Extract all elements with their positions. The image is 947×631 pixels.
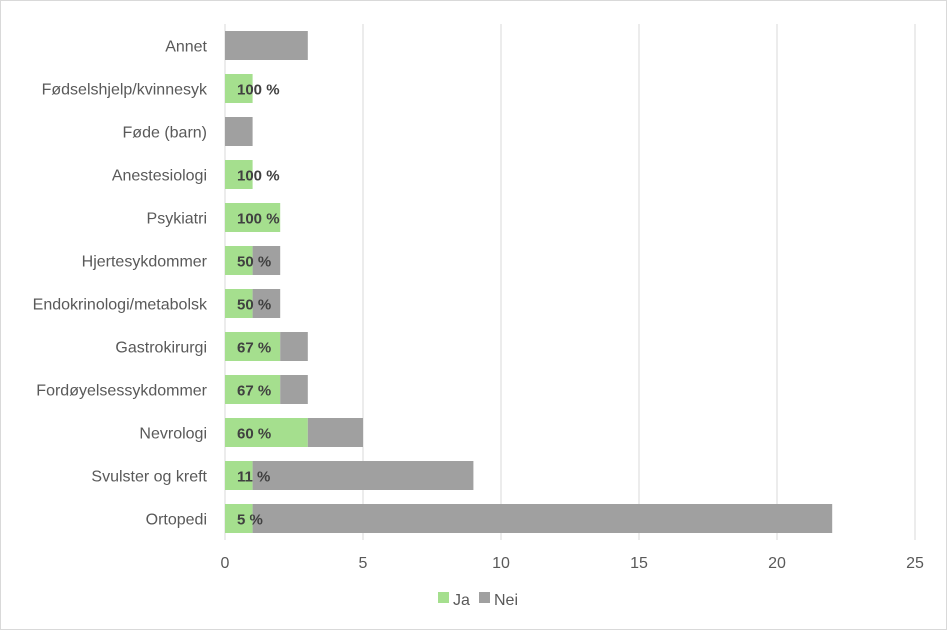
- bar-ja: [225, 332, 281, 361]
- category-label: Føde (barn): [123, 125, 207, 142]
- bar-ja: [225, 418, 308, 447]
- bar-nei: [252, 504, 833, 533]
- category-label: Psykiatri: [147, 211, 207, 228]
- data-label: 11 %: [237, 469, 270, 486]
- bars: [225, 31, 833, 533]
- category-label: Annet: [165, 39, 207, 56]
- category-label: Svulster og kreft: [91, 469, 207, 486]
- x-tick-label: 25: [906, 555, 924, 572]
- legend-swatch-nei: [479, 592, 490, 603]
- category-axis: Annet Fødselshjelp/kvinnesyk Føde (barn) An…: [33, 39, 208, 529]
- data-label: 100 %: [237, 211, 280, 228]
- data-label: 100 %: [237, 168, 280, 185]
- data-label: 67 %: [237, 340, 271, 357]
- bar-nei: [225, 117, 253, 146]
- data-label: 100 %: [237, 82, 280, 99]
- bar-nei: [252, 246, 281, 275]
- bar-ja: [225, 504, 253, 533]
- bar-ja: [225, 375, 281, 404]
- bar-ja: [225, 160, 253, 189]
- x-tick-label: 10: [492, 555, 510, 572]
- bar-nei: [252, 289, 281, 318]
- legend-label-ja: Ja: [453, 592, 470, 609]
- bar-ja: [225, 74, 253, 103]
- x-tick-label: 0: [221, 555, 230, 572]
- data-label: 50 %: [237, 254, 271, 271]
- legend-label-nei: Nei: [494, 592, 518, 609]
- data-label: 60 %: [237, 426, 271, 443]
- data-label: 50 %: [237, 297, 271, 314]
- bar-ja: [225, 461, 253, 490]
- category-label: Anestesiologi: [112, 168, 207, 185]
- gridlines: [224, 24, 916, 540]
- category-label: Fordøyelsessykdommer: [36, 383, 207, 400]
- bar-nei: [252, 461, 474, 490]
- data-label: 5 %: [237, 512, 263, 529]
- value-axis: 0 5 10 15 20 25: [221, 555, 924, 572]
- data-labels: 100 % 100 % 100 % 50 % 50 % 67 % 67 % 60 % 11 % 5…: [237, 82, 280, 529]
- bar-nei: [280, 375, 308, 404]
- category-label: Fødselshjelp/kvinnesyk: [42, 82, 208, 99]
- bar-nei: [225, 31, 308, 60]
- category-label: Gastrokirurgi: [115, 340, 207, 357]
- bar-nei: [280, 332, 308, 361]
- category-label: Endokrinologi/metabolsk: [33, 297, 208, 314]
- legend-swatch-ja: [438, 592, 449, 603]
- bar-ja: [225, 246, 253, 275]
- category-label: Ortopedi: [146, 512, 207, 529]
- bar-ja: [225, 203, 281, 232]
- legend: Ja Nei: [438, 592, 518, 609]
- category-label: Nevrologi: [139, 426, 207, 443]
- data-label: 67 %: [237, 383, 271, 400]
- bar-ja: [225, 289, 253, 318]
- x-tick-label: 15: [630, 555, 648, 572]
- x-tick-label: 5: [359, 555, 368, 572]
- category-label: Hjertesykdommer: [82, 254, 208, 271]
- x-tick-label: 20: [768, 555, 786, 572]
- bar-nei: [307, 418, 363, 447]
